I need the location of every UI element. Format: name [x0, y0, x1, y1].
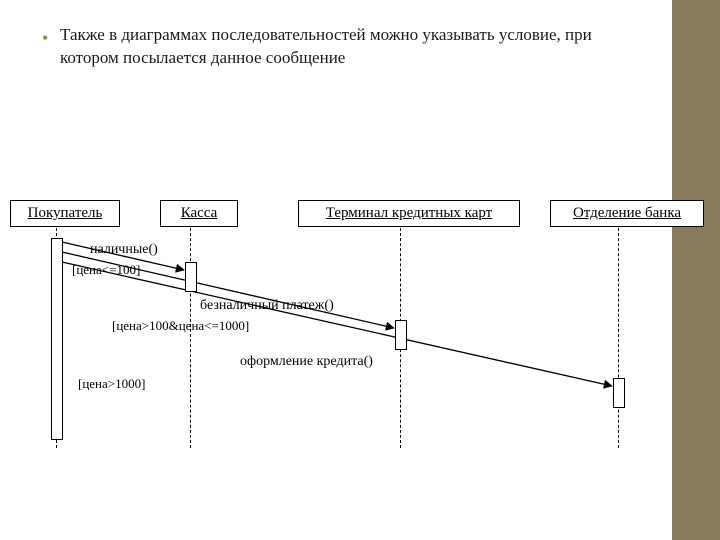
diagram-svg: [0, 200, 720, 460]
activation-bank: [613, 378, 625, 408]
activation-terminal: [395, 320, 407, 350]
participant-terminal: Терминал кредитных карт: [298, 200, 520, 227]
message-guard-0: [цена<=100]: [72, 262, 140, 278]
activation-buyer: [51, 238, 63, 440]
activation-register: [185, 262, 197, 292]
bullet-paragraph: • Также в диаграммах последовательностей…: [60, 24, 640, 70]
bullet-text: Также в диаграммах последовательностей м…: [60, 25, 592, 67]
participant-buyer: Покупатель: [10, 200, 120, 227]
message-label-1: безналичный платеж(): [200, 298, 334, 314]
participant-bank: Отделение банка: [550, 200, 704, 227]
participant-register: Касса: [160, 200, 238, 227]
sequence-diagram: Покупатель Касса Терминал кредитных карт От…: [0, 200, 720, 460]
message-guard-2: [цена>1000]: [78, 376, 145, 392]
message-label-2: оформление кредита(): [240, 354, 373, 370]
lifeline-bank: [618, 228, 619, 448]
message-guard-1: [цена>100&цена<=1000]: [112, 318, 249, 334]
bullet-marker: •: [42, 26, 48, 50]
message-label-0: наличные(): [90, 242, 158, 258]
lifeline-register: [190, 228, 191, 448]
